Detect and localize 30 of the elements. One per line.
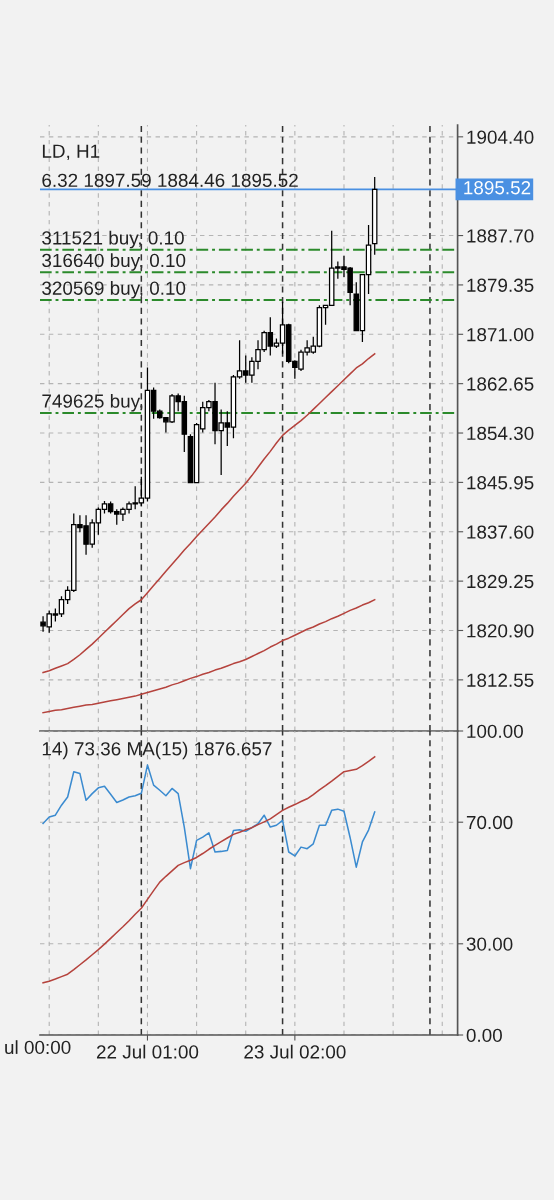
y-tick-label: 1845.95 <box>467 476 534 490</box>
ref-line-label: 316640 buy, 0.10 <box>42 253 186 271</box>
y-tick-label: 1820.90 <box>467 624 534 638</box>
y-tick-label: 1871.00 <box>467 327 534 342</box>
text: LD, H1 <box>42 144 100 161</box>
y-tick-label: 1904.40 <box>467 130 534 144</box>
ref-line-label: 311521 buy, 0.10 <box>42 230 184 249</box>
y-tick-label: 30.00 <box>466 937 513 951</box>
candlestick <box>371 176 378 256</box>
line-series <box>42 764 376 870</box>
y-tick-label: 100.00 <box>467 724 523 739</box>
y-tick-label: 1854.30 <box>467 426 534 441</box>
y-tick-label: 1879.35 <box>467 278 534 292</box>
y-tick-label: 1812.55 <box>467 673 534 687</box>
text: 14) 73.36 MA(15) 1876.657 <box>42 741 272 760</box>
line-series <box>42 353 376 674</box>
y-tick-label: 0.00 <box>466 1028 502 1043</box>
ref-line-label: 320569 buy, 0.10 <box>42 281 186 299</box>
line-series <box>42 598 376 714</box>
ref-line-label: 749625 buy, <box>42 393 143 412</box>
x-tick-label: 22 Jul 01:00 <box>96 1044 199 1059</box>
x-tick-label: 23 Jul 02:00 <box>244 1044 346 1059</box>
y-tick-label: 1837.60 <box>467 525 534 539</box>
y-tick-label: 1862.65 <box>467 377 534 391</box>
y-tick-label: 1829.25 <box>467 574 534 589</box>
y-tick-label: 1887.70 <box>467 229 534 243</box>
y-tick-label: 70.00 <box>466 815 513 830</box>
ref-line-label: 1895.52 <box>464 181 531 195</box>
text: ul 00:00 <box>5 1040 71 1055</box>
text: 6.32 1897.59 1884.46 1895.52 <box>42 173 298 188</box>
